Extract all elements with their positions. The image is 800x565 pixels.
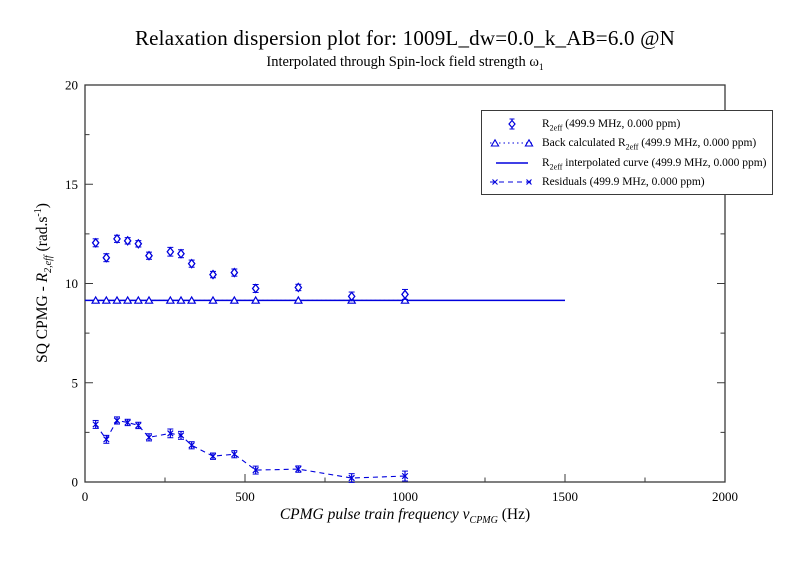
legend-label: Residuals (499.9 MHz, 0.000 ppm) bbox=[542, 176, 705, 189]
svg-text:500: 500 bbox=[235, 489, 255, 504]
legend-label: R2eff interpolated curve (499.9 MHz, 0.0… bbox=[542, 156, 767, 172]
nu-symbol: ν bbox=[462, 506, 470, 523]
svg-text:15: 15 bbox=[65, 177, 78, 192]
svg-text:2000: 2000 bbox=[712, 489, 738, 504]
r2eff-symbol: R bbox=[34, 272, 51, 283]
svg-text:20: 20 bbox=[65, 78, 78, 93]
svg-text:10: 10 bbox=[65, 276, 78, 291]
svg-text:0: 0 bbox=[72, 475, 79, 490]
legend-label: R2eff (499.9 MHz, 0.000 ppm) bbox=[542, 117, 681, 133]
y-axis-label: SQ CPMG - R2,eff (rad.s-1) bbox=[32, 203, 55, 363]
legend-box: R2eff (499.9 MHz, 0.000 ppm) Back calcul… bbox=[481, 110, 773, 195]
chart-title: Relaxation dispersion plot for: 1009L_dw… bbox=[134, 26, 676, 50]
diamond-errorbar-icon bbox=[488, 116, 536, 132]
svg-text:0: 0 bbox=[82, 489, 89, 504]
legend-label: Back calculated R2eff (499.9 MHz, 0.000 … bbox=[542, 137, 757, 152]
triangles-dotted-line-icon bbox=[488, 135, 536, 151]
svg-text:1500: 1500 bbox=[552, 489, 578, 504]
legend-item-r2eff: R2eff (499.9 MHz, 0.000 ppm) bbox=[482, 114, 772, 134]
svg-text:1000: 1000 bbox=[392, 489, 418, 504]
x-axis-label: CPMG pulse train frequency νCPMG (Hz) bbox=[279, 506, 531, 527]
legend-item-interpolated-curve: R2eff interpolated curve (499.9 MHz, 0.0… bbox=[482, 153, 772, 173]
legend-item-back-calculated: Back calculated R2eff (499.9 MHz, 0.000 … bbox=[482, 134, 772, 154]
svg-text:5: 5 bbox=[72, 375, 79, 390]
x-dashed-line-icon bbox=[488, 174, 536, 190]
solid-line-icon bbox=[488, 155, 536, 171]
chart-subtitle: Interpolated through Spin-lock field str… bbox=[0, 54, 800, 73]
chart-subtitle-subscript: 1 bbox=[538, 62, 544, 73]
legend-item-residuals: Residuals (499.9 MHz, 0.000 ppm) bbox=[482, 173, 772, 193]
chart-subtitle-text: Interpolated through Spin-lock field str… bbox=[266, 54, 539, 70]
